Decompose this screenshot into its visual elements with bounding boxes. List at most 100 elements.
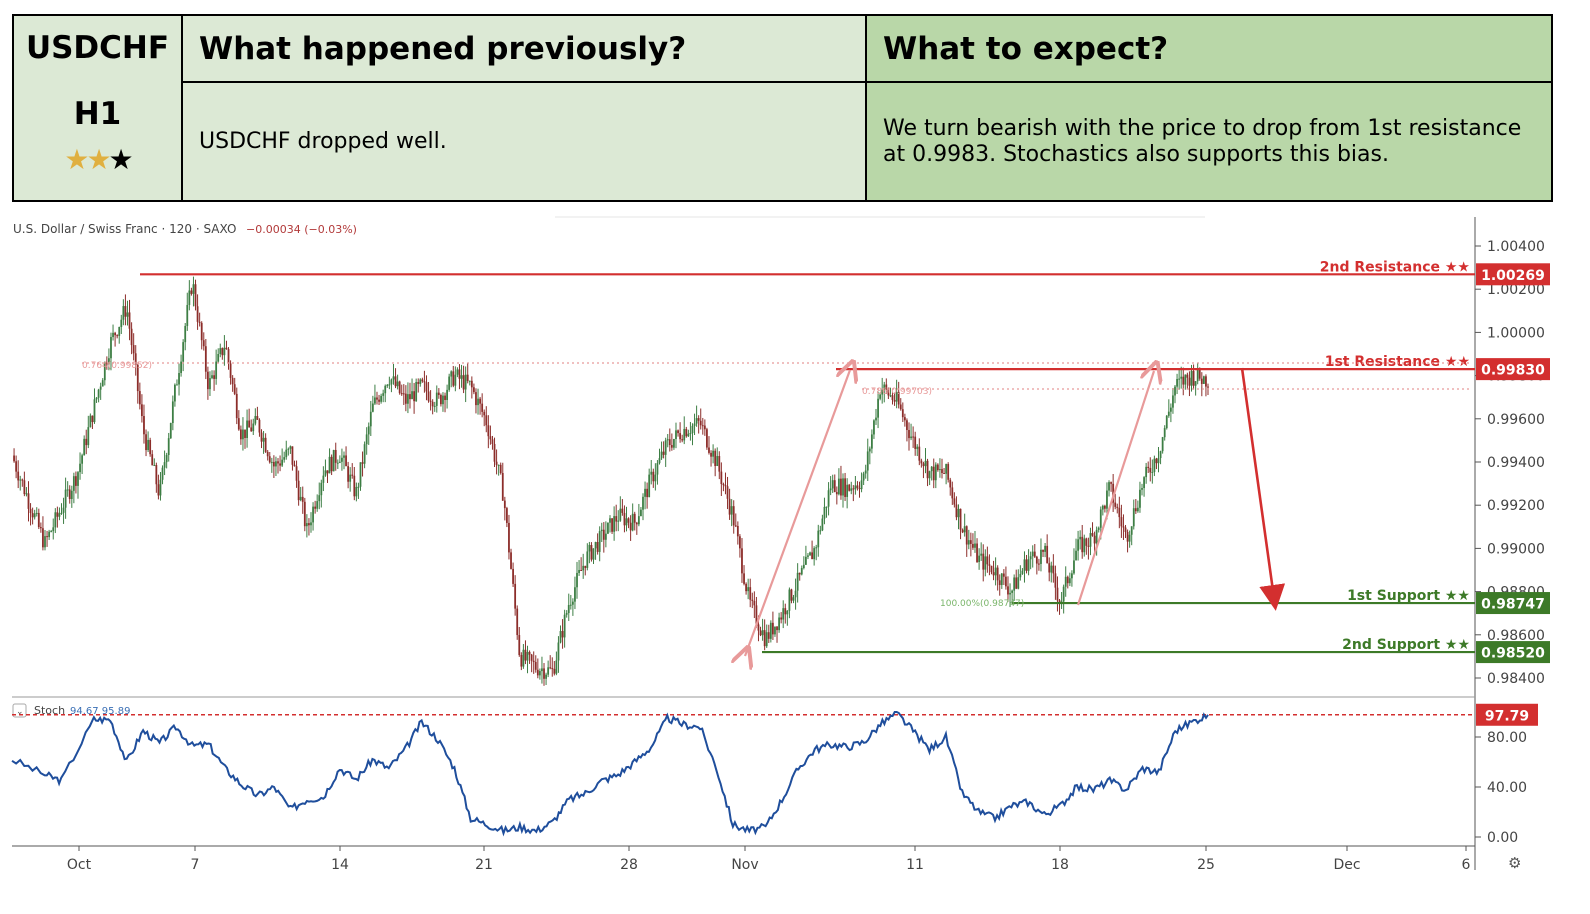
candle-body xyxy=(1151,471,1154,473)
candle-body xyxy=(277,461,279,464)
candle-body xyxy=(955,504,958,518)
candle-body xyxy=(774,626,776,635)
candle-body xyxy=(376,397,378,400)
candle-body xyxy=(413,391,416,402)
candle-body xyxy=(31,513,34,518)
candle-body xyxy=(1046,545,1049,564)
candle-body xyxy=(1015,577,1018,589)
candle-body xyxy=(1124,527,1127,533)
candle-body xyxy=(969,540,972,544)
candle-body xyxy=(623,512,626,526)
candle-body xyxy=(440,395,442,405)
candle-body xyxy=(320,482,323,496)
candle-body xyxy=(524,649,527,661)
candle-body xyxy=(209,378,211,390)
price-tick-label: 0.99600 xyxy=(1487,412,1545,428)
candle-body xyxy=(1033,551,1036,557)
candle-body xyxy=(196,306,199,322)
candle-body xyxy=(188,290,191,305)
stochastic-panel: ⌄ Stoch 94.67 95.89 80.00 40.00 0.00 97.79 xyxy=(11,703,1538,846)
candle-body xyxy=(1000,573,1003,586)
candle-body xyxy=(217,354,220,362)
candle-body xyxy=(864,470,867,474)
candle-body xyxy=(54,512,57,528)
candle-body xyxy=(227,349,230,364)
candle-body xyxy=(266,451,269,457)
candle-body xyxy=(922,463,925,467)
time-label: 7 xyxy=(191,857,200,873)
candle-body xyxy=(425,382,428,392)
candle-body xyxy=(592,548,595,560)
candle-body xyxy=(1044,545,1046,552)
fib-label: 0.764(0.99852) xyxy=(82,361,152,371)
candle-body xyxy=(846,484,849,497)
resistance-price-badge xyxy=(1476,358,1550,381)
candle-body xyxy=(1011,590,1014,593)
candle-body xyxy=(681,439,684,441)
candle-body xyxy=(128,312,131,329)
candle-body xyxy=(1136,507,1139,512)
candle-body xyxy=(1035,556,1038,564)
candle-body xyxy=(233,384,236,394)
candle-body xyxy=(584,565,587,568)
candle-body xyxy=(656,463,659,475)
candle-body xyxy=(743,573,745,584)
settings-gear-icon[interactable]: ⚙ xyxy=(1508,854,1521,872)
abcd-leg xyxy=(745,370,850,656)
candle-body xyxy=(965,526,968,545)
star-icon: ★ xyxy=(108,143,134,176)
candle-body xyxy=(897,391,900,405)
candle-body xyxy=(141,404,143,417)
candle-body xyxy=(1149,467,1152,473)
candle-body xyxy=(611,518,613,532)
candle-body xyxy=(1095,529,1098,544)
candle-body xyxy=(633,513,636,523)
candle-body xyxy=(1194,381,1197,386)
stoch-k-line xyxy=(11,711,1209,837)
candle-body xyxy=(1021,570,1024,574)
candle-body xyxy=(380,395,383,402)
candle-body xyxy=(357,486,360,488)
candle-body xyxy=(91,415,94,423)
candle-body xyxy=(29,508,32,514)
candle-body xyxy=(421,379,424,382)
stoch-label: Stoch xyxy=(34,704,65,717)
candle-body xyxy=(1178,378,1181,380)
candle-body xyxy=(798,572,801,575)
support-name: 1st Support ★★ xyxy=(1347,588,1470,604)
candle-body xyxy=(1017,577,1020,589)
candle-body xyxy=(462,375,465,390)
candle-body xyxy=(371,403,374,412)
candle-body xyxy=(1110,482,1112,484)
candle-body xyxy=(79,463,81,473)
candle-body xyxy=(617,520,620,522)
candle-body xyxy=(287,448,290,450)
candle-body xyxy=(343,455,345,458)
candle-body xyxy=(132,345,135,354)
candle-body xyxy=(877,398,879,418)
candle-body xyxy=(235,393,238,419)
candle-body xyxy=(706,429,708,448)
candle-body xyxy=(122,306,125,320)
candle-body xyxy=(916,446,919,449)
candle-body xyxy=(1081,536,1084,553)
candle-body xyxy=(508,522,510,553)
candle-body xyxy=(1180,376,1183,379)
candle-body xyxy=(957,508,960,518)
candle-body xyxy=(392,376,395,380)
candle-body xyxy=(242,429,244,440)
candle-body xyxy=(48,531,51,538)
candle-body xyxy=(258,419,261,433)
candle-body xyxy=(903,417,906,421)
stoch-tick-label: 40.00 xyxy=(1487,780,1527,796)
candle-body xyxy=(534,662,537,670)
candle-body xyxy=(161,467,164,480)
candle-body xyxy=(75,476,77,486)
bearish-arrow xyxy=(1240,367,1286,611)
chevron-down-icon[interactable]: ⌄ xyxy=(16,707,24,717)
candle-body xyxy=(821,518,824,531)
candle-body xyxy=(1031,551,1034,557)
candle-body xyxy=(85,438,88,446)
candle-body xyxy=(899,404,902,410)
candle-body xyxy=(145,434,147,451)
